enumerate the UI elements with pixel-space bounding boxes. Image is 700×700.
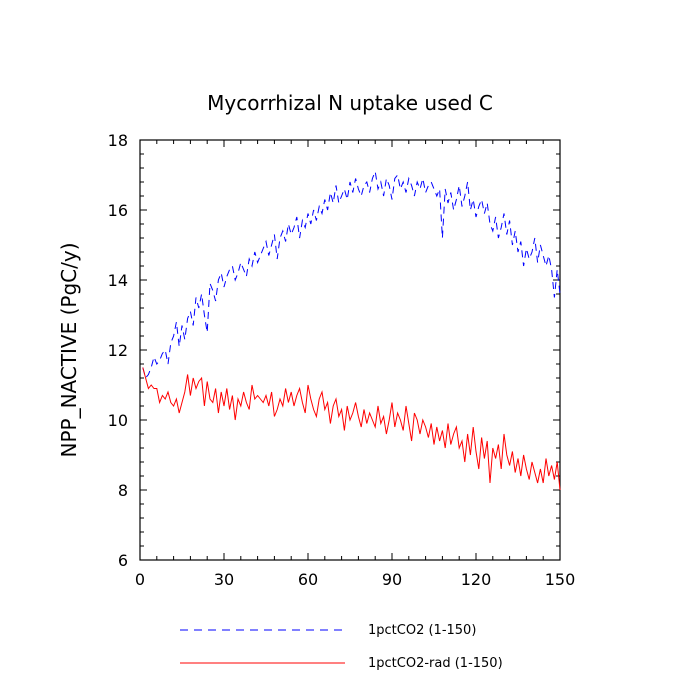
x-tick-label: 90 [382, 570, 402, 589]
chart-title: Mycorrhizal N uptake used C [207, 91, 493, 115]
x-tick-label: 0 [135, 570, 145, 589]
y-tick-label: 16 [108, 201, 128, 220]
series-line-2 [142, 367, 561, 491]
y-tick-label: 6 [118, 551, 128, 570]
legend-label-1: 1pctCO2 (1-150) [368, 623, 476, 638]
plot-area: 0 30 60 90 120 150 6 8 10 12 14 16 18 [108, 131, 576, 589]
legend-label-2: 1pctCO2-rad (1-150) [368, 656, 503, 671]
y-tick-label: 8 [118, 481, 128, 500]
y-axis-label: NPP_NACTIVE (PgC/y) [57, 242, 81, 457]
y-tick-label: 10 [108, 411, 128, 430]
series-line-1 [142, 169, 561, 380]
x-tick-label: 120 [461, 570, 492, 589]
y-tick-label: 12 [108, 341, 128, 360]
y-tick-label: 18 [108, 131, 128, 150]
y-tick-label: 14 [108, 271, 128, 290]
x-tick-label: 150 [545, 570, 576, 589]
legend: 1pctCO2 (1-150) 1pctCO2-rad (1-150) [180, 623, 503, 671]
x-tick-label: 60 [298, 570, 318, 589]
x-tick-label: 30 [214, 570, 234, 589]
